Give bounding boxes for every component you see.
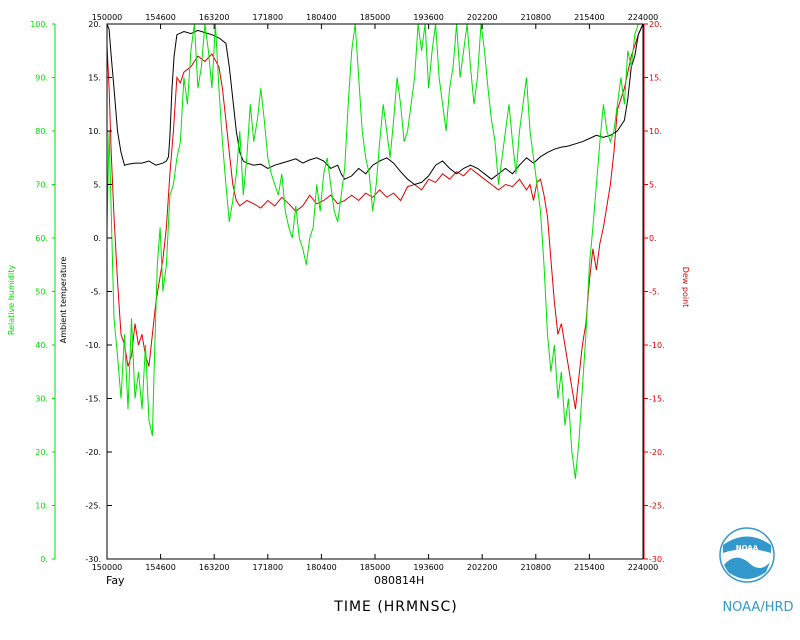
dew-tick-label: 20. <box>649 20 662 29</box>
x-tick-label-top: 180400 <box>306 13 337 22</box>
x-tick-label-top: 224000 <box>628 13 659 22</box>
dew-tick-label: -20. <box>649 448 665 457</box>
series-line-relative-humidity <box>106 23 643 479</box>
x-tick-label-top: 150000 <box>92 13 123 22</box>
x-tick-label-top: 154600 <box>145 13 176 22</box>
dew-tick-label: 5. <box>649 181 657 190</box>
logo-lettering: NOAA <box>736 544 759 552</box>
rh-tick-label: 30. <box>35 395 48 404</box>
dew-tick-label: -15. <box>649 395 665 404</box>
x-tick-label-top: 163200 <box>199 13 230 22</box>
x-tick-label-top: 215400 <box>574 13 605 22</box>
temp-tick-label: -5. <box>90 288 101 297</box>
x-tick-label-bottom: 180400 <box>306 563 337 572</box>
temp-tick-label: 0. <box>93 234 101 243</box>
rh-tick-label: 10. <box>35 502 48 511</box>
dew-tick-label: 10. <box>649 127 662 136</box>
temp-tick-label: -25. <box>85 502 101 511</box>
series-line-ambient-temperature <box>106 23 644 186</box>
rh-tick-label: 100. <box>30 20 48 29</box>
rh-tick-label: 90. <box>35 74 48 83</box>
temp-axis-label: Ambient temperature <box>59 257 68 344</box>
rh-axis-label: Relative humidity <box>7 265 16 335</box>
temp-tick-label: -10. <box>85 341 101 350</box>
temp-tick-label: 15. <box>88 74 101 83</box>
x-tick-label-top: 185000 <box>360 13 391 22</box>
noaa-logo-icon: NOAA <box>719 527 775 583</box>
org-label: NOAA/HRD <box>722 600 793 615</box>
dew-tick-label: 15. <box>649 74 662 83</box>
x-tick-label-top: 193600 <box>413 13 444 22</box>
x-tick-label-bottom: 215400 <box>574 563 605 572</box>
x-tick-label-bottom: 193600 <box>413 563 444 572</box>
temp-tick-label: -30. <box>85 555 101 564</box>
rh-tick-label: 60. <box>35 234 48 243</box>
temp-tick-label: -15. <box>85 395 101 404</box>
x-tick-label-bottom: 150000 <box>92 563 123 572</box>
x-tick-label-bottom: 224000 <box>628 563 659 572</box>
rh-tick-label: 80. <box>35 127 48 136</box>
dew-tick-label: 0. <box>649 234 657 243</box>
dew-tick-label: -5. <box>649 288 660 297</box>
temp-tick-label: 10. <box>88 127 101 136</box>
date-code: 080814H <box>374 574 424 587</box>
rh-tick-label: 50. <box>35 288 48 297</box>
x-tick-label-bottom: 163200 <box>199 563 230 572</box>
x-tick-label-top: 202200 <box>467 13 498 22</box>
rh-tick-label: 20. <box>35 448 48 457</box>
temp-tick-label: 5. <box>93 181 101 190</box>
dew-axis-label: Dew point <box>681 267 690 308</box>
x-tick-label-bottom: 154600 <box>145 563 176 572</box>
rh-tick-label: 0. <box>40 555 48 564</box>
rh-tick-label: 40. <box>35 341 48 350</box>
series-layer <box>106 23 644 479</box>
storm-name: Fay <box>106 574 125 587</box>
x-tick-label-top: 210800 <box>521 13 552 22</box>
x-tick-label-bottom: 171800 <box>253 563 284 572</box>
rh-tick-label: 70. <box>35 181 48 190</box>
dew-tick-label: -10. <box>649 341 665 350</box>
x-axis-title: TIME (HRMNSC) <box>333 599 457 615</box>
dew-tick-label: -25. <box>649 502 665 511</box>
temp-tick-label: 20. <box>88 20 101 29</box>
tick-layer: 150000 150000 154600 154600 163200 163200 1718… <box>30 13 664 572</box>
x-tick-label-bottom: 185000 <box>360 563 391 572</box>
temp-tick-label: -20. <box>85 448 101 457</box>
x-tick-label-bottom: 210800 <box>521 563 552 572</box>
x-tick-label-top: 171800 <box>253 13 284 22</box>
x-tick-label-bottom: 202200 <box>467 563 498 572</box>
series-line-dew-point <box>106 23 644 410</box>
dew-tick-label: -30. <box>649 555 665 564</box>
